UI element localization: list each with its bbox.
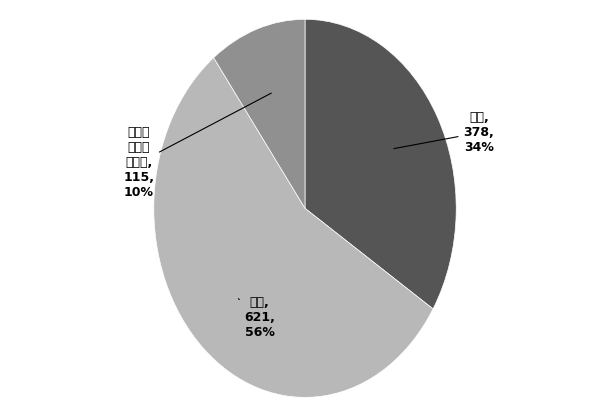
Text: どちら
とも言
えない,
115,
10%: どちら とも言 えない, 115, 10% <box>123 93 271 200</box>
Text: 賛成,
378,
34%: 賛成, 378, 34% <box>394 111 494 154</box>
Text: 反対,
621,
56%: 反対, 621, 56% <box>239 296 275 339</box>
Wedge shape <box>214 19 305 208</box>
Wedge shape <box>305 19 456 309</box>
Wedge shape <box>154 58 433 397</box>
